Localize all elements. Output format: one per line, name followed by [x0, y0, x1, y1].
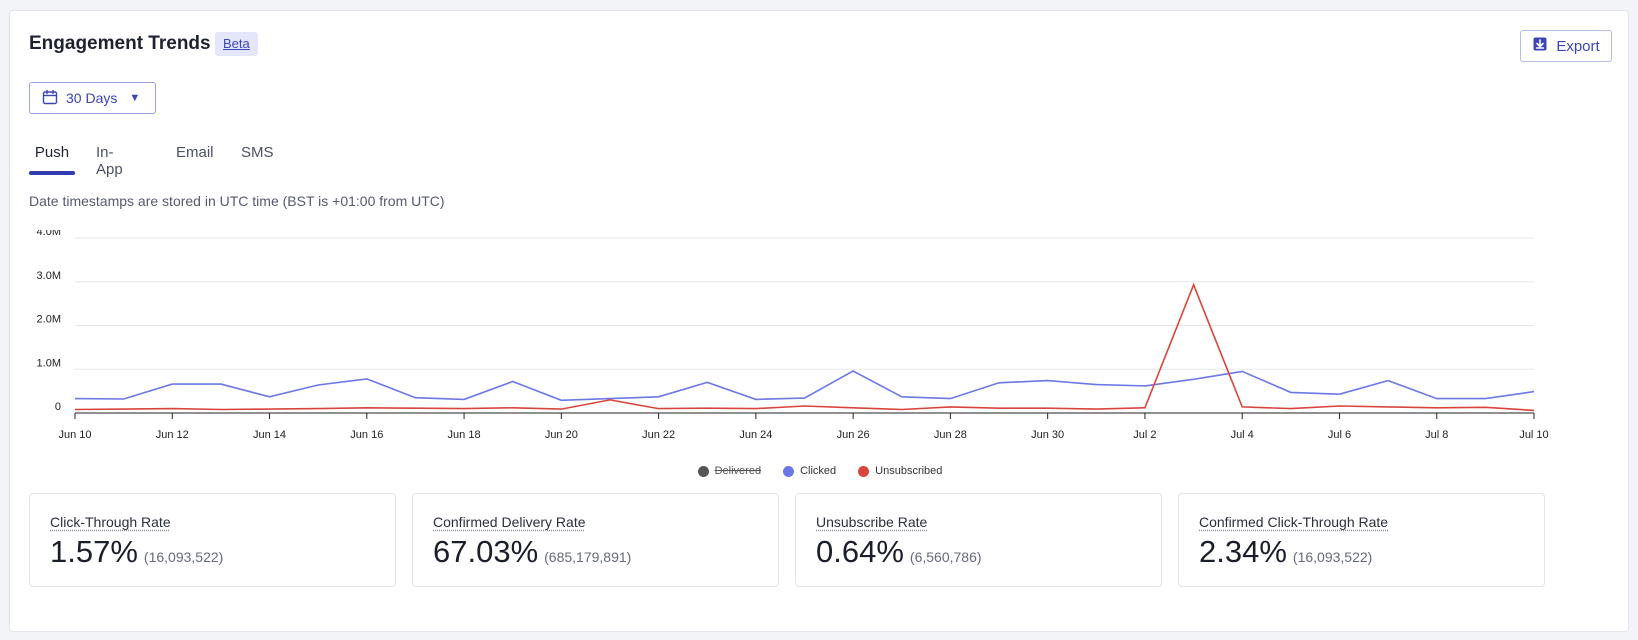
timezone-note: Date timestamps are stored in UTC time (… [29, 193, 445, 209]
metric-label[interactable]: Click-Through Rate [50, 514, 171, 530]
metric-card-unsubscribe-rate: Unsubscribe Rate 0.64% (6,560,786) [795, 493, 1162, 587]
legend-item-clicked[interactable]: Clicked [783, 465, 836, 477]
metric-value: 1.57% [50, 534, 138, 569]
x-tick-label: Jul 8 [1425, 429, 1448, 441]
metric-card-confirmed-click-through-rate: Confirmed Click-Through Rate 2.34% (16,0… [1178, 493, 1545, 587]
y-tick-label: 2.0M [37, 314, 61, 326]
caret-down-icon: ▼ [129, 92, 141, 104]
legend-dot [697, 465, 709, 477]
metric-card-click-through-rate: Click-Through Rate 1.57% (16,093,522) [29, 493, 396, 587]
legend-label: Unsubscribed [875, 465, 943, 477]
x-tick-label: Jun 10 [58, 429, 91, 441]
metrics-row: Click-Through Rate 1.57% (16,093,522) Co… [29, 493, 1545, 587]
beta-badge[interactable]: Beta [215, 32, 258, 56]
engagement-line-chart: 0 1.0M 2.0M 3.0M 4.0M Jun 10 Jun 12 Jun 14 Jun 1… [37, 230, 1549, 441]
y-tick-label: 1.0M [37, 357, 61, 369]
legend-item-unsubscribed[interactable]: Unsubscribed [858, 465, 942, 477]
metric-label[interactable]: Confirmed Delivery Rate [433, 514, 586, 530]
legend-label: Clicked [800, 465, 837, 477]
x-tick-label: Jul 4 [1231, 429, 1254, 441]
y-tick-label: 0 [55, 401, 61, 413]
page-title: Engagement Trends [29, 33, 211, 54]
x-tick-label: Jun 12 [156, 429, 189, 441]
chart-legend: Delivered Clicked Unsubscribed [10, 465, 1630, 477]
calendar-icon [42, 89, 58, 108]
metric-label[interactable]: Confirmed Click-Through Rate [1199, 514, 1389, 530]
x-tick-label: Jun 28 [934, 429, 967, 441]
export-label: Export [1556, 37, 1600, 55]
tab-in-app[interactable]: In-App [96, 144, 123, 178]
metric-count: (16,093,522) [143, 549, 224, 565]
series-line-clicked [74, 370, 1535, 402]
x-tick-label: Jul 2 [1133, 429, 1156, 441]
x-tick-label: Jun 22 [642, 429, 675, 441]
tab-push[interactable]: Push [29, 133, 75, 175]
legend-label: Delivered [714, 465, 762, 477]
legend-dot [858, 465, 870, 477]
metric-count: (16,093,522) [1292, 549, 1373, 565]
metric-value: 0.64% [816, 534, 904, 569]
metric-label[interactable]: Unsubscribe Rate [816, 514, 928, 530]
engagement-trends-card: Engagement Trends Beta Export 30 Days ▼ … [9, 10, 1629, 632]
x-tick-label: Jun 24 [739, 429, 772, 441]
x-tick-label: Jun 18 [448, 429, 481, 441]
metric-count: (6,560,786) [909, 549, 982, 565]
tab-sms[interactable]: SMS [241, 144, 274, 161]
metric-value: 67.03% [433, 534, 539, 569]
metric-count: (685,179,891) [544, 549, 632, 565]
export-button[interactable]: Export [1520, 30, 1612, 62]
x-tick-label: Jun 20 [545, 429, 578, 441]
date-range-value: 30 Days [66, 90, 118, 106]
metric-card-confirmed-delivery-rate: Confirmed Delivery Rate 67.03% (685,179,… [412, 493, 779, 587]
tab-email[interactable]: Email [176, 144, 214, 161]
y-tick-label: 3.0M [37, 270, 61, 282]
x-tick-label: Jul 6 [1328, 429, 1351, 441]
date-range-select[interactable]: 30 Days ▼ [29, 82, 156, 114]
y-tick-label: 4.0M [37, 230, 61, 238]
x-tick-label: Jun 30 [1031, 429, 1064, 441]
series-line-unsubscribed [74, 282, 1535, 412]
x-tick-label: Jul 10 [1519, 429, 1548, 441]
metric-value: 2.34% [1199, 534, 1287, 569]
x-tick-label: Jun 26 [837, 429, 870, 441]
x-tick-label: Jun 16 [350, 429, 383, 441]
export-icon [1532, 36, 1548, 56]
x-tick-label: Jun 14 [253, 429, 286, 441]
legend-dot [783, 465, 795, 477]
legend-item-delivered[interactable]: Delivered [697, 465, 762, 477]
